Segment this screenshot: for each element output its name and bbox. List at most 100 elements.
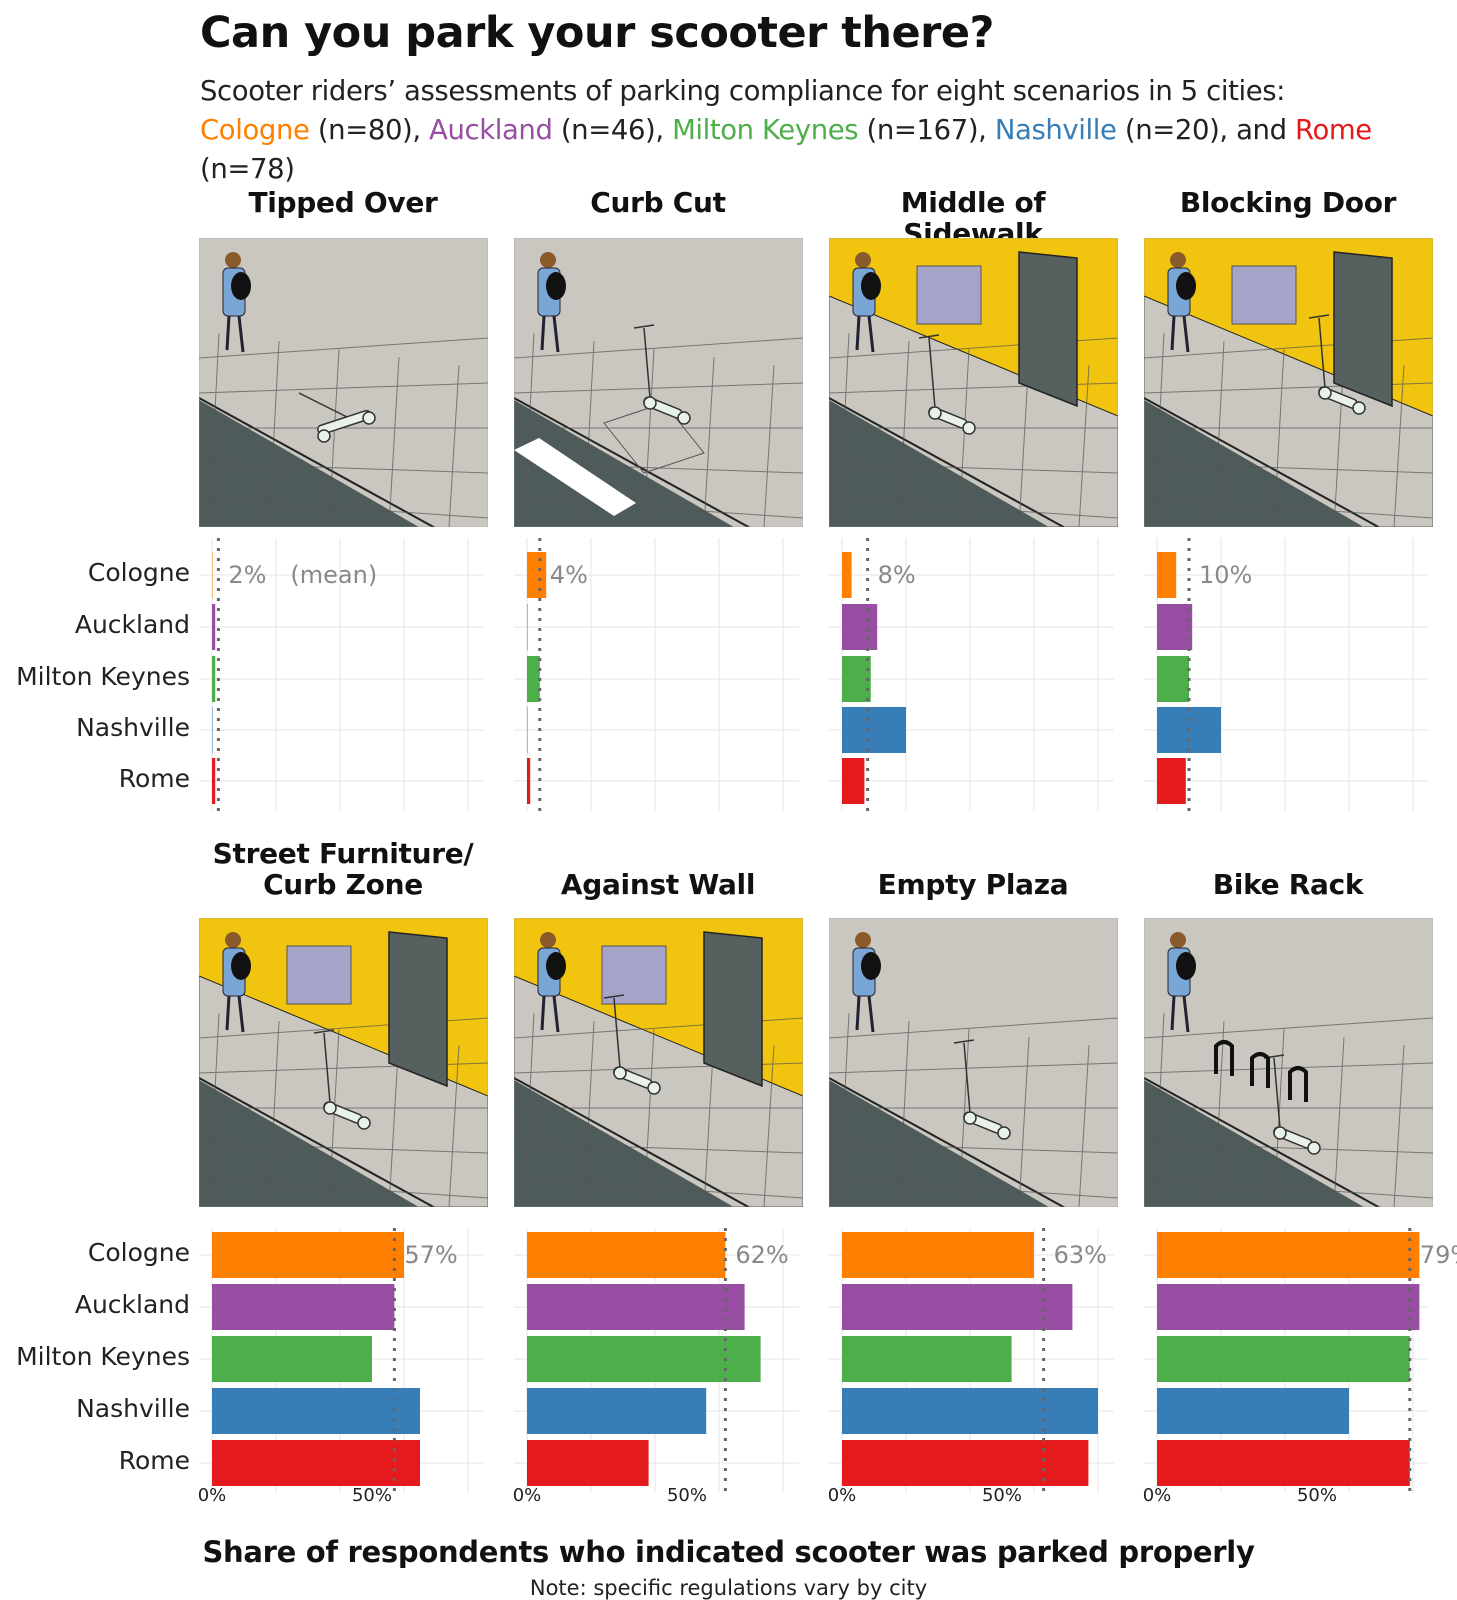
- crosswalk-marking: [514, 438, 636, 516]
- bar-nashville: [212, 1388, 420, 1434]
- bar-rome: [842, 758, 865, 804]
- city-label-nashville: Nashville: [76, 713, 190, 742]
- bar-chart-tipped-over: 2% (mean): [199, 538, 484, 811]
- tile-line: [829, 1142, 1118, 1154]
- curb-line: [514, 1077, 751, 1207]
- scooter: [953, 1039, 1011, 1140]
- pedestrian-backpack: [861, 272, 881, 300]
- scooter-wheel: [962, 421, 976, 435]
- city-label-auckland: Auckland: [74, 1290, 190, 1319]
- city-label-milton-keynes: Milton Keynes: [16, 1342, 190, 1371]
- panel-title-street-furniture-curb-zone: Street Furniture/Curb Zone: [212, 837, 474, 901]
- subtitle-city-cologne: Cologne: [200, 114, 310, 146]
- curb-line: [199, 1077, 436, 1207]
- pedestrian-leg: [855, 995, 861, 1031]
- tile-line: [1078, 364, 1090, 527]
- panel-title-bike-rack: Bike Rack: [1212, 868, 1364, 901]
- scooter: [298, 392, 376, 443]
- tile-line: [514, 1177, 803, 1199]
- pedestrian-leg: [855, 315, 861, 351]
- scooter-stem: [1318, 317, 1326, 389]
- bar-rome: [1157, 758, 1186, 804]
- panel-title-against-wall: Against Wall: [560, 868, 756, 901]
- city-label-cologne: Cologne: [87, 558, 190, 587]
- road-surface: [199, 400, 419, 527]
- scenario-illustration: [514, 918, 803, 1207]
- scooter-wheel: [1318, 386, 1332, 400]
- x-tick-label: 0%: [828, 1485, 857, 1506]
- scooter: [633, 324, 691, 425]
- mean-value-label: 10%: [1199, 561, 1252, 589]
- scooter-wheel: [997, 1126, 1011, 1140]
- pedestrian-leg: [1170, 315, 1176, 351]
- panel-title-curb-cut: Curb Cut: [590, 186, 726, 219]
- scenario-illustration: [1144, 918, 1433, 1207]
- pedestrian: [537, 932, 566, 1033]
- bar-auckland: [842, 604, 878, 650]
- tile-line: [1144, 1177, 1433, 1199]
- pedestrian-leg: [540, 995, 546, 1031]
- tile-line: [1153, 332, 1165, 527]
- tile-line: [1144, 462, 1433, 474]
- bar-auckland: [527, 604, 528, 650]
- bar-cologne: [1157, 1232, 1420, 1278]
- scooter-wheel: [1273, 1126, 1287, 1140]
- scooter-wheel: [323, 1101, 337, 1115]
- tile-line: [268, 1020, 280, 1207]
- chart-title: Can you park your scooter there?: [200, 8, 994, 58]
- bar-nashville: [842, 1388, 1098, 1434]
- mean-value-label: 4%: [550, 561, 588, 589]
- bar-nashville: [212, 707, 213, 753]
- scooter: [1263, 1054, 1321, 1155]
- x-tick-label: 50%: [1297, 1485, 1337, 1506]
- bar-milton-keynes: [842, 1336, 1012, 1382]
- bar-milton-keynes: [1157, 1336, 1410, 1382]
- tile-line: [1393, 364, 1405, 527]
- subtitle-n-rome: (n=78): [200, 153, 295, 185]
- tile-line: [1273, 348, 1285, 527]
- x-tick-label: 0%: [1143, 1485, 1172, 1506]
- wall-poster: [286, 945, 352, 1005]
- scooter-stem: [323, 1032, 331, 1104]
- tile-line: [898, 340, 910, 527]
- tile-line: [1144, 497, 1433, 519]
- bar-rome: [527, 1440, 649, 1486]
- panel-title-tipped-over: Tipped Over: [248, 186, 438, 219]
- tile-line: [829, 1177, 1118, 1199]
- pedestrian-head: [855, 932, 871, 948]
- mean-value-label: 8%: [878, 561, 916, 589]
- bar-cologne: [212, 1232, 404, 1278]
- wall-poster: [916, 265, 982, 325]
- scooter-handlebar: [1308, 314, 1330, 319]
- pedestrian: [852, 932, 881, 1033]
- panel-title-blocking-door: Blocking Door: [1179, 186, 1397, 219]
- scooter-wheel: [643, 396, 657, 410]
- city-label-rome: Rome: [118, 1446, 190, 1475]
- curb-line: [829, 1077, 1066, 1207]
- scooter-wheel: [647, 1081, 661, 1095]
- tile-line: [199, 337, 488, 359]
- scenario-illustration: [199, 238, 488, 527]
- mean-value-label: 79%: [1420, 1241, 1457, 1269]
- tile-line: [514, 497, 803, 519]
- bar-auckland: [212, 1284, 395, 1330]
- tile-line: [1213, 340, 1225, 527]
- tile-line: [763, 364, 775, 527]
- pedestrian: [537, 252, 566, 353]
- sidewalk-tiles: [829, 1012, 1118, 1207]
- tile-line: [583, 1020, 595, 1207]
- scooter-wheel: [1307, 1141, 1321, 1155]
- bike-rack-loop: [1250, 1052, 1270, 1088]
- scooter-wheel: [928, 406, 942, 420]
- tile-line: [514, 1142, 803, 1154]
- bar-cologne: [527, 552, 547, 598]
- pedestrian-backpack: [861, 952, 881, 980]
- tile-line: [1144, 1017, 1433, 1039]
- bar-chart-middle-of-sidewalk: 8%: [829, 538, 1114, 811]
- bike-rack-loop: [1214, 1040, 1234, 1076]
- x-tick-label: 0%: [513, 1485, 542, 1506]
- bar-nashville: [1157, 1388, 1349, 1434]
- curb-line: [199, 397, 436, 527]
- scooter: [603, 994, 661, 1095]
- scooter-stem: [643, 327, 651, 399]
